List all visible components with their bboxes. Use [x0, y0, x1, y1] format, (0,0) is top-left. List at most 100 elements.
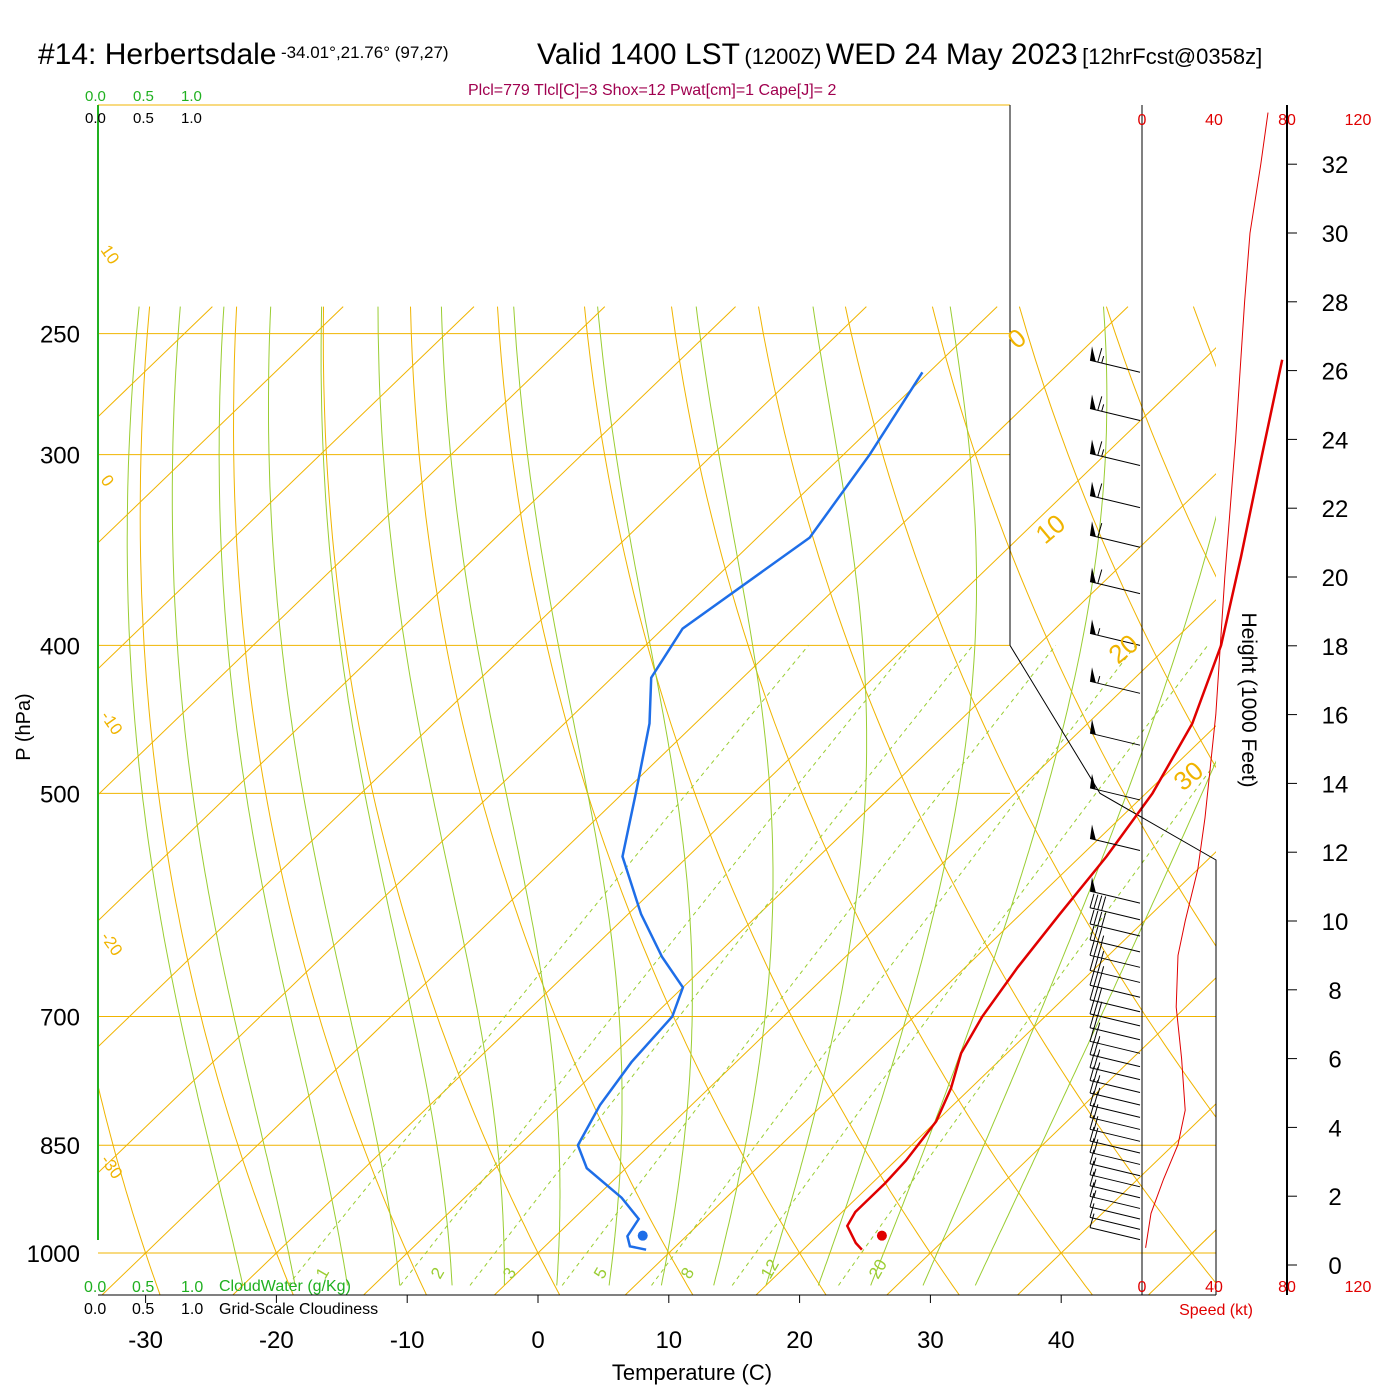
wind-barb: [1089, 837, 1141, 851]
wind-barb: [1089, 984, 1141, 998]
isotherm: [98, 306, 998, 1174]
wind-barb: [1089, 890, 1141, 904]
wind-barb-flag: [1089, 999, 1095, 1015]
dry-adiabat: [232, 306, 428, 1295]
wind-barb: [1089, 1216, 1141, 1230]
pressure-label: 500: [40, 781, 80, 808]
mixing-ratio-line: [400, 644, 911, 1286]
isotherm: [624, 725, 1216, 1295]
wind-barb-flag: [1093, 1014, 1099, 1029]
wind-barb-pennant: [1090, 667, 1096, 683]
height-tick-label: 10: [1322, 909, 1349, 936]
dry-adiabat: [1018, 306, 1216, 769]
isotherm: [98, 306, 867, 1048]
moist-adiabat: [870, 306, 1108, 1286]
wind-barb-pennant: [1090, 481, 1096, 498]
speed-tick-bottom: 0: [1138, 1279, 1147, 1296]
isotherm: [98, 306, 344, 544]
wind-barb: [1089, 1054, 1141, 1068]
cloudiness-label: Grid-Scale Cloudiness: [219, 1301, 378, 1318]
valid-time: Valid 1400 LST: [537, 38, 740, 71]
wind-barb-flag: [1089, 909, 1095, 925]
wind-barb: [1089, 1027, 1141, 1041]
isotherm: [886, 977, 1216, 1295]
pressure-label: 400: [40, 633, 80, 660]
surface-dewpoint-dot: [637, 1230, 648, 1241]
isotherm: [1016, 1103, 1216, 1295]
wind-barb-flag: [1097, 1001, 1103, 1016]
wind-barb: [1089, 1185, 1141, 1199]
wind-barb-flag: [1089, 1138, 1095, 1153]
wind-barb-flag: [1097, 348, 1103, 363]
x-tick-label: 0: [531, 1327, 544, 1354]
height-tick-label: 18: [1322, 634, 1349, 661]
height-tick-label: 4: [1328, 1115, 1341, 1142]
wind-barb-flag: [1089, 1171, 1095, 1186]
plot-frame-boundary: [1009, 645, 1217, 1295]
wind-barb-flag: [1089, 893, 1095, 908]
wind-barb-flag: [1093, 957, 1099, 972]
valid-date: WED 24 May 2023: [825, 38, 1078, 71]
isotherm-label: 0: [97, 471, 118, 490]
temperature-profile: [845, 359, 1284, 1251]
cloudiness-tick-bottom-2: 1.0: [181, 1301, 203, 1318]
wind-barb-flag: [1089, 1149, 1095, 1164]
height-tick-label: 8: [1328, 978, 1341, 1005]
wind-barb-half: [1097, 628, 1101, 636]
wind-barb-flag: [1097, 522, 1103, 538]
mixing-ratio-line: [561, 644, 1057, 1286]
moist-adiabat: [320, 306, 453, 1286]
wind-barb-flag: [1097, 958, 1103, 973]
wind-barb: [1089, 1013, 1141, 1027]
wind-barb-flag: [1097, 441, 1103, 456]
dry-adiabat: [1105, 306, 1216, 578]
wind-barb-flag: [1093, 1104, 1099, 1119]
wind-barb-pennant: [1090, 719, 1096, 735]
chart-header: #14: Herbertsdale -34.01°,21.76° (97,27): [38, 38, 449, 72]
speed-tick-top: 120: [1345, 112, 1372, 129]
cloudiness-tick-bottom-1: 0.5: [132, 1301, 154, 1318]
wind-barb-flag: [1093, 972, 1099, 987]
station-coords: -34.01°,21.76° (97,27): [280, 43, 449, 62]
moist-adiabat: [171, 306, 296, 1286]
wind-barb: [1089, 1104, 1141, 1118]
wind-barb-flag: [1097, 569, 1103, 584]
height-tick-label: 12: [1322, 840, 1349, 867]
mixing-ratio-line: [651, 644, 1137, 1286]
wind-barb-flag: [1097, 911, 1103, 926]
wind-barb-flag: [1097, 483, 1103, 498]
mixing-ratio-line: [731, 644, 1209, 1286]
wind-barb-half: [1101, 404, 1105, 412]
isotherm-label: -10: [97, 707, 127, 738]
wind-barb: [1089, 534, 1141, 548]
moist-adiabat: [126, 306, 244, 1286]
wind-barb: [1089, 1151, 1141, 1165]
dry-adiabat: [1367, 307, 1400, 1317]
height-tick-label: 20: [1322, 565, 1349, 592]
wind-barb-half: [1093, 1168, 1097, 1176]
wind-barb: [1089, 1206, 1141, 1220]
wind-barb: [1089, 495, 1141, 509]
wind-barb-half: [1093, 1157, 1097, 1165]
dry-adiabat: [0, 307, 33, 1317]
wind-barb-flag: [1089, 971, 1095, 986]
wind-barb-flag: [1089, 1053, 1095, 1068]
wind-barb-half: [1101, 950, 1105, 959]
wind-barb-flag: [1101, 912, 1107, 927]
wind-barb: [1089, 453, 1141, 467]
dry-adiabat: [410, 306, 694, 1295]
wind-barb: [1089, 939, 1141, 953]
wind-barb: [1089, 1174, 1141, 1188]
moist-adiabat: [513, 306, 623, 1286]
wind-barb-flag: [1093, 910, 1099, 926]
wind-barb-half: [1097, 676, 1101, 684]
wind-barb: [1089, 954, 1141, 968]
cloud-tick-bottom-0: 0.0: [84, 1279, 106, 1296]
moist-adiabat: [765, 306, 868, 1286]
wind-barb-half: [1101, 355, 1105, 364]
isotherm: [493, 599, 1216, 1295]
surface-temperature-dot: [876, 1230, 887, 1241]
wind-barb: [1089, 1140, 1141, 1154]
wind-barb: [1089, 923, 1141, 937]
